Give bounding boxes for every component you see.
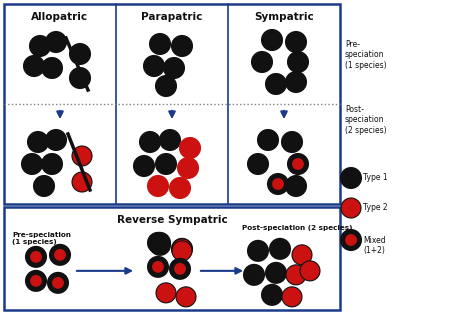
Circle shape xyxy=(252,52,272,72)
Circle shape xyxy=(148,176,168,196)
Circle shape xyxy=(28,132,48,152)
Circle shape xyxy=(341,198,361,218)
Text: Sympatric: Sympatric xyxy=(254,12,314,22)
Circle shape xyxy=(266,263,286,283)
Circle shape xyxy=(153,262,163,272)
Circle shape xyxy=(172,239,192,259)
Circle shape xyxy=(70,44,90,64)
Circle shape xyxy=(286,176,306,196)
Circle shape xyxy=(156,76,176,96)
Circle shape xyxy=(148,233,168,253)
Circle shape xyxy=(48,273,68,293)
Circle shape xyxy=(172,241,192,261)
Circle shape xyxy=(300,261,320,281)
Circle shape xyxy=(24,56,44,76)
Circle shape xyxy=(164,58,184,78)
Circle shape xyxy=(160,130,180,150)
Circle shape xyxy=(50,245,70,265)
Circle shape xyxy=(170,178,190,198)
Text: Allopatric: Allopatric xyxy=(31,12,89,22)
Circle shape xyxy=(292,245,312,265)
Circle shape xyxy=(70,68,90,88)
Circle shape xyxy=(42,58,62,78)
Circle shape xyxy=(288,154,308,174)
Circle shape xyxy=(134,156,154,176)
Circle shape xyxy=(156,154,176,174)
Text: Post-
speciation
(2 species): Post- speciation (2 species) xyxy=(345,105,387,135)
Circle shape xyxy=(262,285,282,305)
Circle shape xyxy=(258,130,278,150)
Circle shape xyxy=(170,259,190,279)
Circle shape xyxy=(22,154,42,174)
Circle shape xyxy=(286,32,306,52)
Circle shape xyxy=(180,138,200,158)
Circle shape xyxy=(30,36,50,56)
Circle shape xyxy=(34,176,54,196)
Text: Reverse Sympatric: Reverse Sympatric xyxy=(117,215,228,225)
Circle shape xyxy=(288,52,308,72)
Circle shape xyxy=(172,239,192,259)
Text: Type 2: Type 2 xyxy=(363,203,388,213)
Circle shape xyxy=(270,239,290,259)
Text: Mixed
(1+2): Mixed (1+2) xyxy=(363,236,386,255)
Circle shape xyxy=(150,233,170,253)
Circle shape xyxy=(53,278,63,288)
Circle shape xyxy=(341,230,361,250)
Circle shape xyxy=(175,264,185,274)
Circle shape xyxy=(31,252,41,262)
Circle shape xyxy=(293,159,303,169)
Circle shape xyxy=(282,287,302,307)
Circle shape xyxy=(341,168,361,188)
Circle shape xyxy=(273,179,283,189)
Circle shape xyxy=(248,154,268,174)
Circle shape xyxy=(31,276,41,286)
Circle shape xyxy=(144,56,164,76)
Text: Type 1: Type 1 xyxy=(363,174,388,182)
Text: Post-speciation (2 species): Post-speciation (2 species) xyxy=(242,225,353,231)
Circle shape xyxy=(150,34,170,54)
Circle shape xyxy=(172,36,192,56)
Bar xyxy=(4,4,340,204)
Circle shape xyxy=(42,154,62,174)
Circle shape xyxy=(286,72,306,92)
Circle shape xyxy=(26,247,46,267)
Bar xyxy=(4,207,340,310)
Circle shape xyxy=(46,130,66,150)
Circle shape xyxy=(46,32,66,52)
Circle shape xyxy=(72,172,92,192)
Circle shape xyxy=(266,74,286,94)
Circle shape xyxy=(150,235,170,255)
Circle shape xyxy=(176,287,196,307)
Circle shape xyxy=(282,132,302,152)
Circle shape xyxy=(148,257,168,277)
Circle shape xyxy=(268,174,288,194)
Circle shape xyxy=(346,235,356,245)
Text: Parapatric: Parapatric xyxy=(141,12,203,22)
Circle shape xyxy=(26,271,46,291)
Circle shape xyxy=(55,250,65,260)
Circle shape xyxy=(156,283,176,303)
Text: Pre-
speciation
(1 species): Pre- speciation (1 species) xyxy=(345,40,387,70)
Circle shape xyxy=(178,158,198,178)
Circle shape xyxy=(140,132,160,152)
Circle shape xyxy=(248,241,268,261)
Circle shape xyxy=(262,30,282,50)
Circle shape xyxy=(286,265,306,285)
Circle shape xyxy=(72,146,92,166)
Text: Pre-speciation
(1 species): Pre-speciation (1 species) xyxy=(12,232,71,245)
Circle shape xyxy=(244,265,264,285)
